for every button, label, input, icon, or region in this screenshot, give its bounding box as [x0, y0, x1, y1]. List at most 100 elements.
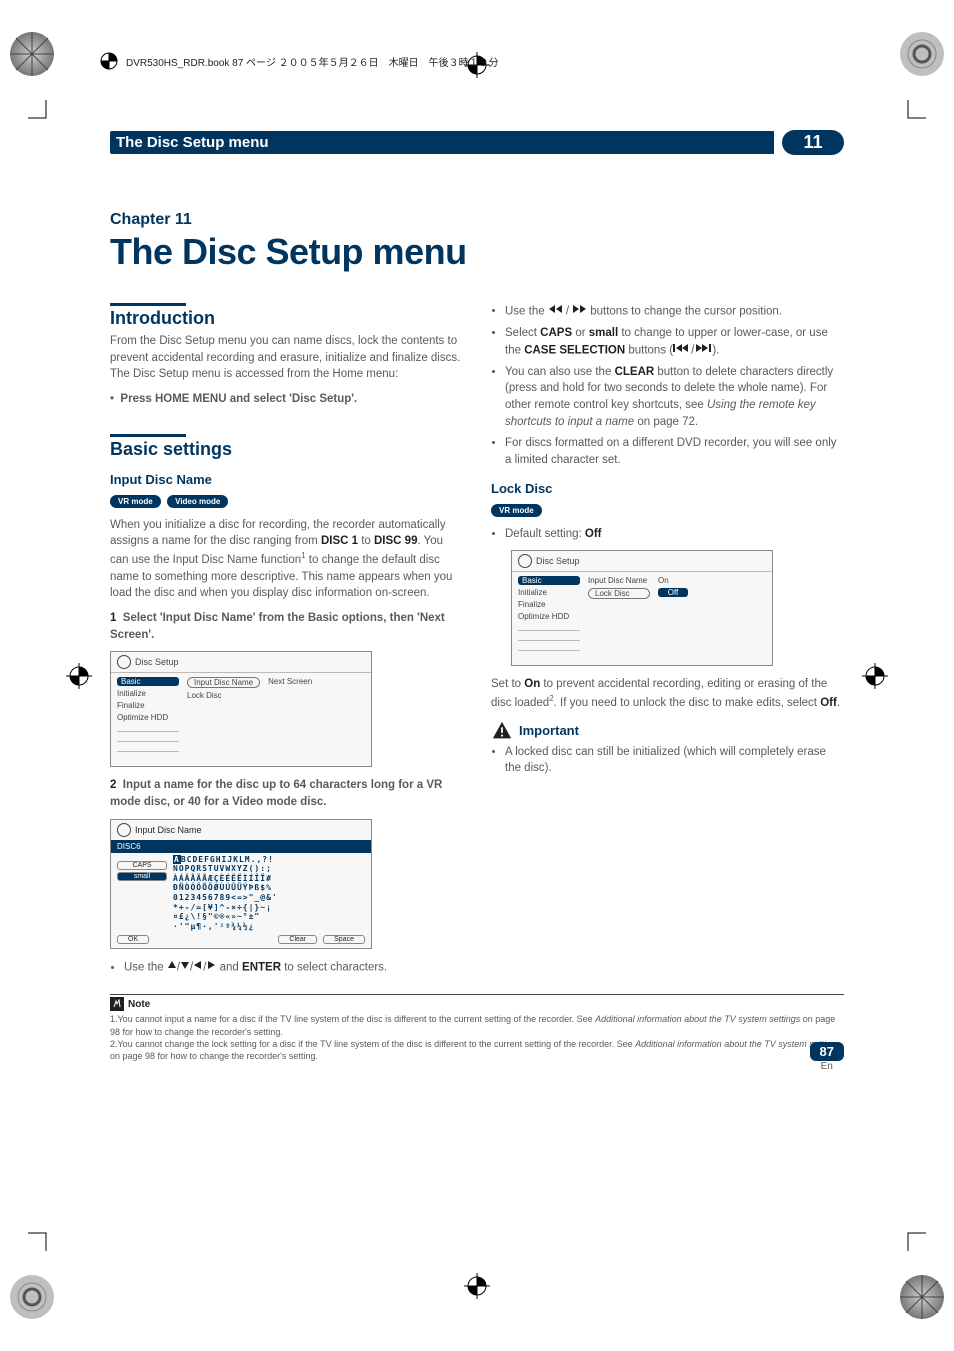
page: DVR530HS_RDR.book 87 ページ ２００５年５月２６日 木曜日 … — [0, 0, 954, 1351]
input-disc-name-heading: Input Disc Name — [110, 472, 463, 487]
kb-title-row: Input Disc Name — [111, 820, 371, 840]
crop-mark — [902, 100, 926, 124]
input-disc-name-body: When you initialize a disc for recording… — [110, 517, 463, 602]
note-icon — [110, 997, 124, 1011]
arrow-left-icon — [193, 959, 203, 976]
book-meta-line: DVR530HS_RDR.book 87 ページ ２００５年５月２６日 木曜日 … — [100, 52, 499, 70]
mode-badges: VR mode Video mode — [110, 491, 463, 509]
basic-settings-heading: Basic settings — [110, 439, 463, 460]
prev-track-icon — [673, 342, 691, 359]
lock-disc-heading: Lock Disc — [491, 481, 844, 496]
ui-off: Off — [658, 588, 688, 597]
scan-fwd-icon — [569, 303, 587, 320]
kb-caps: CAPS — [117, 861, 167, 870]
kb-row: BCDEFGHIJKLM.,?! — [181, 855, 274, 864]
page-number: 87 — [810, 1042, 844, 1061]
crop-mark — [902, 1227, 926, 1251]
corner-ornament-tl — [8, 30, 56, 78]
next-track-icon — [694, 342, 712, 359]
kb-row: 0123456789<=>"_@&' — [173, 893, 278, 902]
crop-mark — [28, 1227, 52, 1251]
two-column-layout: Introduction From the Disc Setup menu yo… — [110, 303, 844, 984]
ui-menu-col: Basic Initialize Finalize Optimize HDD — [518, 576, 580, 651]
introduction-body: From the Disc Setup menu you can name di… — [110, 333, 463, 383]
right-bullet-list: Use the / buttons to change the cursor p… — [491, 303, 844, 469]
book-icon — [100, 52, 118, 70]
corner-ornament-tr — [898, 30, 946, 78]
corner-ornament-br — [898, 1273, 946, 1321]
ui-menu-basic: Basic — [117, 677, 179, 686]
chapter-label: Chapter 11 — [110, 211, 844, 229]
ui-input-disc-name: Input Disc Name — [187, 677, 260, 688]
ui-next-screen: Next Screen — [268, 677, 318, 686]
kb-small: small — [117, 872, 167, 881]
kb-row: ÀÁÂÃÄÅÆÇÈÉÊËÌÍÎÏ# — [173, 874, 272, 883]
introduction-heading: Introduction — [110, 308, 463, 329]
kb-row: NOPQRSTUVWXYZ():; — [173, 864, 272, 873]
note-heading: Note — [110, 997, 844, 1011]
ui-title: Disc Setup — [111, 652, 371, 672]
running-header: The Disc Setup menu 11 — [110, 130, 844, 155]
list-item: A locked disc can still be initialized (… — [505, 744, 844, 777]
registration-mark — [862, 663, 888, 689]
kb-character-grid: ABCDEFGHIJKLM.,?! NOPQRSTUVWXYZ():; ÀÁÂÃ… — [173, 855, 278, 932]
kb-bottom-row: OK Clear Space — [111, 931, 371, 944]
chapter-title: The Disc Setup menu — [110, 231, 844, 273]
ui-menu-col: Basic Initialize Finalize Optimize HDD — [117, 677, 179, 752]
note-label: Note — [128, 999, 150, 1010]
ui-mid-col: Input Disc Name Lock Disc — [588, 576, 650, 651]
header-chapter-number: 11 — [782, 130, 844, 155]
disc-icon — [518, 554, 532, 568]
arrow-down-icon — [180, 959, 190, 976]
ui-right-col: Next Screen — [268, 677, 318, 752]
intro-step-text: Press HOME MENU and select 'Disc Setup'. — [120, 393, 357, 405]
after-kb-bullet: Use the /// and ENTER to select characte… — [110, 959, 463, 976]
step-2: 2 Input a name for the disc up to 64 cha… — [110, 777, 463, 810]
vr-mode-badge: VR mode — [491, 504, 542, 517]
content-area: The Disc Setup menu 11 Chapter 11 The Di… — [110, 130, 844, 1062]
disc-setup-ui-2: Disc Setup Basic Initialize Finalize Opt… — [511, 550, 773, 666]
ui-title: Disc Setup — [512, 551, 772, 571]
right-column: Use the / buttons to change the cursor p… — [491, 303, 844, 984]
list-item: For discs formatted on a different DVD r… — [505, 435, 844, 468]
page-language: En — [810, 1061, 844, 1072]
book-meta-text: DVR530HS_RDR.book 87 ページ ２００５年５月２６日 木曜日 … — [126, 54, 499, 69]
registration-mark — [66, 663, 92, 689]
ui-on: On — [658, 576, 688, 585]
important-label: Important — [519, 723, 579, 738]
crop-mark — [28, 100, 52, 124]
mode-badges: VR mode — [491, 500, 844, 518]
note-separator — [110, 994, 844, 995]
section-rule — [110, 303, 186, 306]
important-heading: Important — [491, 720, 844, 742]
list-item: Select CAPS or small to change to upper … — [505, 325, 844, 359]
scan-back-icon — [548, 303, 566, 320]
corner-ornament-bl — [8, 1273, 56, 1321]
ui-menu-basic: Basic — [518, 576, 580, 585]
kb-field: DISC6 — [111, 840, 371, 853]
disc-icon — [117, 823, 131, 837]
footnote-1: 1.You cannot input a name for a disc if … — [110, 1013, 844, 1037]
list-item: Use the / buttons to change the cursor p… — [505, 303, 844, 320]
important-icon — [491, 720, 513, 742]
lock-body: Set to On to prevent accidental recordin… — [491, 676, 844, 711]
kb-space-button: Space — [323, 935, 365, 944]
input-disc-name-keyboard: Input Disc Name DISC6 CAPS small ABCDEFG… — [110, 819, 372, 950]
kb-ok-button: OK — [117, 935, 149, 944]
header-section-title: The Disc Setup menu — [110, 131, 774, 154]
ui-menu-item: Finalize — [117, 701, 179, 710]
arrow-up-icon — [167, 959, 177, 976]
list-item: Default setting: Off — [505, 526, 844, 543]
kb-row: ÐÑÒÓÔÕÖØÙÚÛÜÝÞß$% — [173, 883, 272, 892]
kb-row: ¤£¿\!§"©®«»~°±" — [173, 912, 260, 921]
important-list: A locked disc can still be initialized (… — [491, 744, 844, 777]
kb-case-options: CAPS small — [117, 855, 167, 932]
intro-step: • Press HOME MENU and select 'Disc Setup… — [110, 391, 463, 408]
video-mode-badge: Video mode — [167, 495, 228, 508]
footnote-2: 2.You cannot change the lock setting for… — [110, 1038, 844, 1062]
arrow-right-icon — [206, 959, 216, 976]
footnotes: 1.You cannot input a name for a disc if … — [110, 1013, 844, 1062]
vr-mode-badge: VR mode — [110, 495, 161, 508]
ui-lock-disc: Lock Disc — [187, 691, 260, 700]
ui-menu-item: Finalize — [518, 600, 580, 609]
